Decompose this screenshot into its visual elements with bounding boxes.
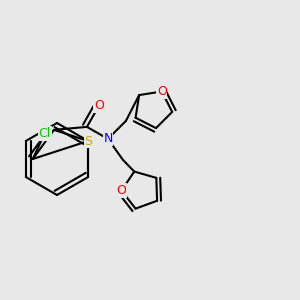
Text: O: O [116, 184, 126, 197]
Text: S: S [84, 134, 92, 148]
Text: O: O [94, 99, 104, 112]
Text: N: N [103, 132, 112, 146]
Text: O: O [157, 85, 167, 98]
Text: Cl: Cl [39, 127, 51, 140]
